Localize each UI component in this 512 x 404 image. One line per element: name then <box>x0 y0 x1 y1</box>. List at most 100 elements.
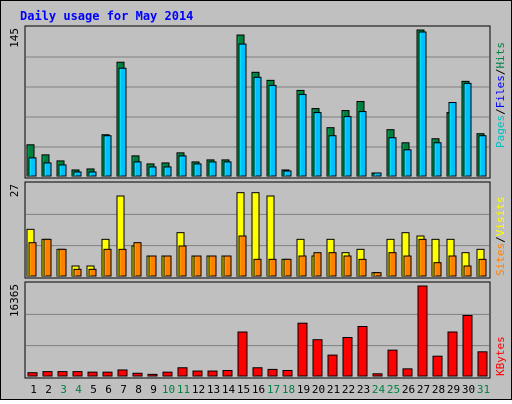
x-tick-label-day-25: 25 <box>387 383 400 396</box>
y-max-label: 16365 <box>8 284 21 317</box>
bar-sites-day-15 <box>238 235 247 277</box>
bar-pages-day-9 <box>148 166 157 177</box>
bar-kbytes-day-22 <box>342 337 353 377</box>
bar-kbytes-day-19 <box>297 322 308 377</box>
bar-kbytes-day-3 <box>57 371 68 377</box>
bar-sites-day-2 <box>43 238 52 277</box>
bar-kbytes-day-8 <box>132 372 143 377</box>
bar-pages-day-16 <box>253 76 262 177</box>
x-tick-label-day-7: 7 <box>120 383 127 396</box>
bar-kbytes-day-18 <box>282 370 293 377</box>
x-tick-label-day-8: 8 <box>135 383 142 396</box>
bar-sites-day-25 <box>388 252 397 277</box>
x-tick-label-day-16: 16 <box>252 383 265 396</box>
bar-pages-day-10 <box>163 166 172 177</box>
x-tick-label-day-3: 3 <box>60 383 67 396</box>
bar-kbytes-day-15 <box>237 331 248 377</box>
bar-kbytes-day-5 <box>87 371 98 377</box>
bar-pages-day-17 <box>268 84 277 177</box>
bar-kbytes-day-23 <box>357 326 368 377</box>
bar-kbytes-day-2 <box>42 371 53 377</box>
legend-sites-visits: Sites/Visits <box>494 197 507 277</box>
bar-pages-day-23 <box>358 111 367 177</box>
x-tick-label-day-29: 29 <box>447 383 460 396</box>
x-tick-label-day-22: 22 <box>342 383 355 396</box>
bar-kbytes-day-13 <box>207 370 218 377</box>
x-tick-label-day-20: 20 <box>312 383 325 396</box>
bar-sites-day-9 <box>148 255 157 277</box>
legend-item: / <box>494 236 507 243</box>
bar-sites-day-20 <box>313 252 322 277</box>
x-tick-label-day-24: 24 <box>372 383 386 396</box>
bar-kbytes-day-29 <box>447 331 458 377</box>
bar-pages-day-24 <box>373 172 382 177</box>
bar-pages-day-20 <box>313 112 322 177</box>
legend-item: Sites <box>494 243 507 276</box>
bar-kbytes-day-16 <box>252 367 263 377</box>
bar-sites-day-22 <box>343 255 352 277</box>
bar-pages-day-6 <box>103 135 112 177</box>
bar-sites-day-11 <box>178 245 187 277</box>
bar-kbytes-day-12 <box>192 370 203 377</box>
bar-kbytes-day-28 <box>432 355 443 377</box>
x-tick-label-day-11: 11 <box>177 383 190 396</box>
legend-item: / <box>494 108 507 115</box>
bar-sites-day-24 <box>373 272 382 277</box>
y-max-label: 27 <box>8 184 21 197</box>
bar-kbytes-day-1 <box>27 372 38 377</box>
legend-item: Hits <box>494 42 507 69</box>
bar-sites-day-1 <box>28 242 37 277</box>
bar-pages-day-11 <box>178 155 187 177</box>
bar-sites-day-26 <box>403 255 412 277</box>
bar-pages-day-21 <box>328 135 337 177</box>
panel-kbytes: 16365 KBytes <box>8 281 507 379</box>
legend-item: / <box>494 69 507 76</box>
x-tick-label-day-27: 27 <box>417 383 430 396</box>
y-max-label: 145 <box>8 28 21 48</box>
bar-sites-day-12 <box>193 255 202 277</box>
bar-sites-day-8 <box>133 242 142 277</box>
bar-kbytes-day-11 <box>177 367 188 377</box>
chart-title: Daily usage for May 2014 <box>20 9 193 23</box>
x-tick-label-day-18: 18 <box>282 383 295 396</box>
bar-kbytes-day-24 <box>372 373 383 377</box>
legend-kbytes: KBytes <box>494 336 507 376</box>
x-tick-label-day-6: 6 <box>105 383 112 396</box>
x-tick-label-day-4: 4 <box>75 383 82 396</box>
bar-pages-day-14 <box>223 161 232 177</box>
bar-sites-day-30 <box>463 265 472 277</box>
x-tick-label-day-14: 14 <box>222 383 236 396</box>
bar-pages-day-12 <box>193 163 202 177</box>
bar-pages-day-22 <box>343 116 352 177</box>
x-tick-label-day-30: 30 <box>462 383 475 396</box>
bar-pages-day-26 <box>403 149 412 177</box>
bar-kbytes-day-14 <box>222 370 233 377</box>
x-tick-label-day-13: 13 <box>207 383 220 396</box>
bar-sites-day-7 <box>118 248 127 277</box>
bar-pages-day-4 <box>73 171 82 177</box>
bar-sites-day-18 <box>283 258 292 277</box>
bar-sites-day-17 <box>268 258 277 277</box>
bar-kbytes-day-31 <box>477 351 488 377</box>
bar-sites-day-3 <box>58 248 67 277</box>
bar-pages-day-18 <box>283 170 292 177</box>
bar-pages-day-19 <box>298 93 307 177</box>
bar-kbytes-day-27 <box>417 285 428 377</box>
bar-pages-day-28 <box>433 142 442 177</box>
x-tick-label-day-31: 31 <box>477 383 490 396</box>
bar-kbytes-day-4 <box>72 371 83 377</box>
bar-pages-day-3 <box>58 164 67 177</box>
legend-item: Files <box>494 75 507 108</box>
x-tick-label-day-26: 26 <box>402 383 415 396</box>
bar-sites-day-23 <box>358 258 367 277</box>
x-tick-label-day-1: 1 <box>30 383 37 396</box>
bar-pages-day-8 <box>133 161 142 177</box>
bar-pages-day-27 <box>418 31 427 177</box>
bar-sites-day-4 <box>73 268 82 277</box>
legend-item: KBytes <box>494 336 507 376</box>
x-tick-label-day-2: 2 <box>45 383 52 396</box>
x-tick-label-day-17: 17 <box>267 383 280 396</box>
bar-pages-day-25 <box>388 137 397 177</box>
bar-sites-day-6 <box>103 248 112 277</box>
